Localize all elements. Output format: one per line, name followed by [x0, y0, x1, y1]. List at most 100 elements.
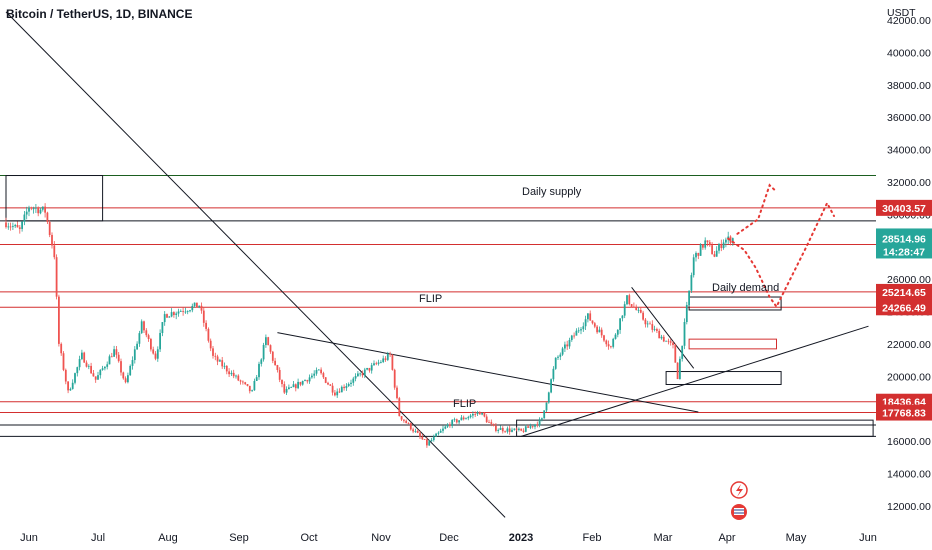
candle-body — [209, 340, 212, 349]
candle-body — [242, 381, 244, 383]
candle-body — [637, 309, 640, 311]
candle-body — [692, 257, 695, 276]
candle-body — [465, 418, 467, 420]
candle-body — [221, 360, 224, 367]
candle-body — [267, 337, 270, 346]
candle-body — [614, 334, 617, 339]
candle-body — [189, 310, 191, 312]
candle-body — [239, 380, 242, 382]
candle-body — [99, 369, 102, 376]
candle-body — [665, 340, 667, 342]
zone-box-1 — [688, 296, 782, 311]
candle-body — [297, 381, 299, 389]
candle-body — [520, 428, 523, 431]
candle-body — [407, 423, 410, 424]
candle-body — [352, 378, 355, 383]
candle-body — [23, 214, 26, 222]
candle-body — [251, 390, 253, 392]
y-tick-label-10: 32000.00 — [887, 177, 931, 189]
candle-body — [695, 252, 697, 258]
candle-body — [679, 358, 681, 380]
zone-box-4 — [516, 419, 874, 437]
candle-body — [722, 242, 725, 249]
candle-body — [85, 362, 88, 367]
candle-body — [699, 244, 702, 256]
candle-body — [589, 313, 592, 321]
candle-body — [274, 360, 276, 366]
candle-body — [506, 428, 509, 432]
chart-toolbar-icons[interactable] — [730, 481, 748, 520]
candle-body — [327, 382, 329, 385]
candle-body — [207, 328, 210, 341]
candle-body — [131, 360, 134, 366]
candle-body — [163, 314, 166, 323]
candle-body — [561, 348, 564, 355]
candle-body — [527, 426, 529, 428]
candle-body — [644, 319, 647, 325]
candle-body — [51, 234, 53, 246]
candle-body — [646, 323, 649, 325]
candle-body — [191, 305, 194, 311]
candle-body — [490, 422, 493, 424]
candle-body — [177, 311, 180, 314]
candle-body — [340, 386, 343, 393]
candle-body — [573, 335, 575, 337]
candle-body — [265, 337, 267, 345]
candle-body — [133, 349, 136, 361]
candle-body — [16, 225, 19, 228]
candle-body — [469, 415, 472, 418]
candle-body — [7, 226, 10, 228]
candle-body — [531, 426, 534, 428]
trendline-0 — [5, 11, 506, 518]
candle-body — [168, 316, 171, 318]
candle-body — [129, 365, 132, 376]
x-tick-label-4: Oct — [300, 532, 317, 544]
candle-body — [568, 339, 571, 347]
candle-body — [633, 306, 635, 308]
candle-body — [193, 302, 196, 306]
candle-body — [630, 304, 633, 307]
candle-body — [501, 427, 504, 432]
candle-body — [626, 295, 628, 305]
candle-body — [382, 358, 385, 362]
candle-body — [124, 378, 127, 383]
lightning-icon[interactable] — [730, 481, 748, 499]
candle-body — [534, 424, 536, 427]
candle-body — [186, 311, 189, 313]
candle-body — [370, 365, 373, 371]
candle-body — [538, 419, 541, 426]
candle-body — [373, 363, 375, 366]
candle-body — [311, 375, 313, 378]
candle-body — [361, 373, 364, 376]
candle-body — [71, 382, 74, 389]
y-tick-label-5: 22000.00 — [887, 339, 931, 351]
candle-body — [154, 353, 157, 359]
candle-body — [543, 410, 546, 419]
candle-body — [184, 311, 187, 313]
candle-body — [449, 424, 451, 426]
flag-icon[interactable] — [731, 504, 747, 520]
candle-body — [725, 239, 727, 243]
candle-body — [564, 344, 566, 349]
candle-body — [205, 322, 207, 329]
candle-body — [423, 439, 426, 440]
candle-body — [14, 225, 17, 227]
candle-body — [713, 254, 716, 257]
candle-body — [635, 307, 638, 311]
candle-body — [610, 346, 612, 348]
axis-currency: USDT — [887, 7, 916, 19]
zone-box-0 — [5, 175, 104, 222]
y-tick-label-2: 16000.00 — [887, 436, 931, 448]
candle-body — [21, 221, 23, 229]
candle-body — [658, 330, 661, 339]
candle-body — [467, 417, 470, 419]
candle-body — [322, 373, 325, 378]
level-tag-5: 17768.83 — [882, 408, 926, 420]
candle-body — [58, 296, 60, 344]
candle-body — [639, 309, 642, 313]
candle-body — [292, 384, 295, 388]
candle-body — [557, 356, 559, 358]
level-tag-2: 25214.65 — [882, 287, 926, 299]
candle-body — [439, 430, 442, 433]
